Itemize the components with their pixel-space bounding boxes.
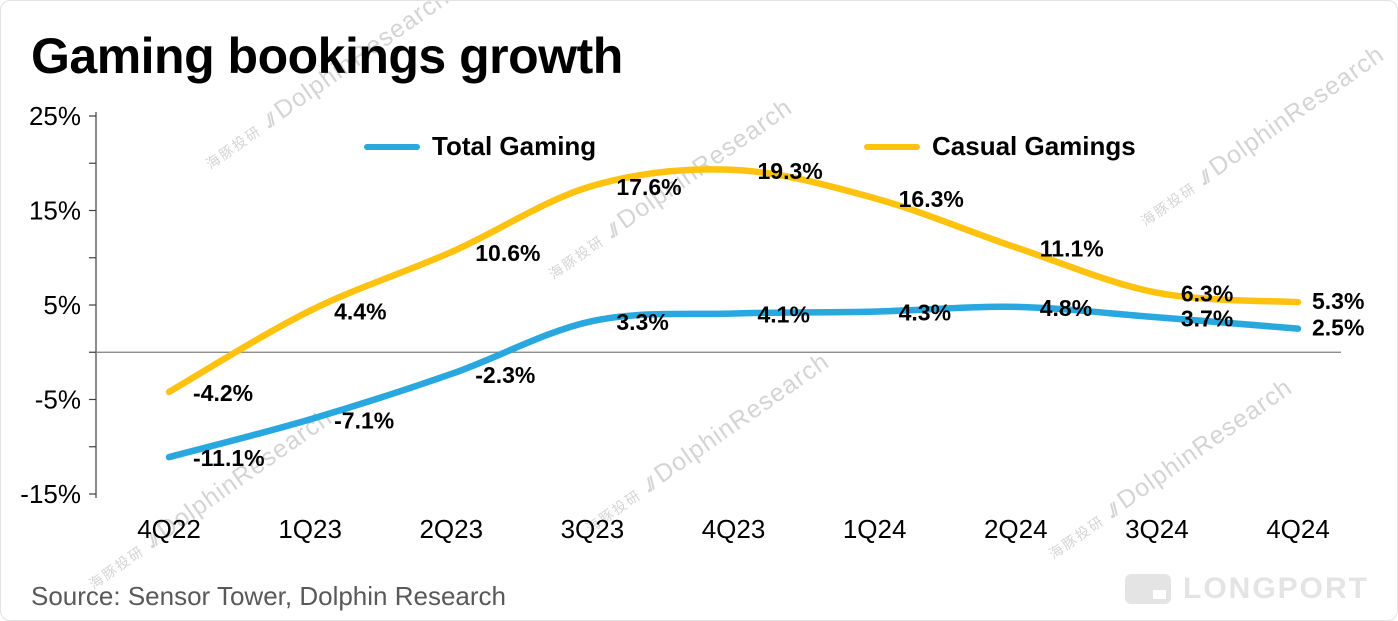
casual-gamings-data-label: 5.3% bbox=[1312, 288, 1364, 314]
y-tick-label: 15% bbox=[29, 196, 81, 226]
x-tick-label: 3Q23 bbox=[561, 514, 625, 544]
total-gaming-data-label: -2.3% bbox=[475, 362, 535, 388]
y-tick-label: 25% bbox=[29, 101, 81, 131]
casual-gamings-data-label: 19.3% bbox=[758, 158, 823, 184]
x-tick-label: 4Q23 bbox=[702, 514, 766, 544]
legend: Total Gaming Casual Gamings bbox=[1, 131, 1397, 165]
total-gaming-line bbox=[165, 303, 1302, 461]
longport-text: LONGPORT bbox=[1183, 572, 1369, 605]
casual-gamings-data-label: 4.4% bbox=[334, 299, 386, 325]
legend-item-total-gaming: Total Gaming bbox=[364, 131, 596, 162]
x-tick-label: 2Q23 bbox=[419, 514, 483, 544]
total-gaming-data-label: 3.7% bbox=[1181, 305, 1233, 331]
chart-title: Gaming bookings growth bbox=[31, 28, 623, 84]
legend-item-casual-gamings: Casual Gamings bbox=[864, 131, 1136, 162]
casual-gamings-data-label: 17.6% bbox=[616, 174, 681, 200]
total-gaming-data-label: -11.1% bbox=[193, 445, 265, 471]
longport-logo: LONGPORT bbox=[1125, 572, 1369, 606]
casual-gamings-data-label: 10.6% bbox=[475, 240, 540, 266]
total-gaming-data-label: 3.3% bbox=[616, 309, 668, 335]
legend-label-casual-gamings: Casual Gamings bbox=[932, 131, 1136, 161]
total-gaming-line-swatch bbox=[364, 143, 420, 150]
total-gaming-data-label: 2.5% bbox=[1312, 315, 1364, 341]
x-tick-label: 1Q24 bbox=[843, 514, 907, 544]
x-tick-label: 4Q24 bbox=[1266, 514, 1330, 544]
y-tick-label: 5% bbox=[43, 290, 81, 320]
x-tick-label: 4Q22 bbox=[137, 514, 201, 544]
y-tick-label: -5% bbox=[35, 385, 81, 415]
casual-gamings-data-label: 6.3% bbox=[1181, 281, 1233, 307]
x-tick-label: 1Q23 bbox=[278, 514, 342, 544]
longport-icon bbox=[1125, 574, 1171, 604]
total-gaming-data-label: 4.3% bbox=[899, 300, 951, 326]
legend-label-total-gaming: Total Gaming bbox=[432, 131, 597, 161]
casual-gamings-line bbox=[165, 166, 1302, 396]
casual-gamings-line-swatch bbox=[864, 143, 920, 150]
total-gaming-data-label: -7.1% bbox=[334, 407, 394, 433]
casual-gamings-data-label: -4.2% bbox=[193, 380, 253, 406]
casual-gamings-data-label: 11.1% bbox=[1040, 235, 1104, 261]
total-gaming-data-label: 4.1% bbox=[758, 302, 810, 328]
total-gaming-data-label: 4.8% bbox=[1040, 295, 1092, 321]
y-tick-label: -15% bbox=[20, 479, 81, 509]
x-tick-label: 3Q24 bbox=[1125, 514, 1189, 544]
casual-gamings-data-label: 16.3% bbox=[899, 186, 964, 212]
source-note: Source: Sensor Tower, Dolphin Research bbox=[31, 581, 506, 611]
x-tick-label: 2Q24 bbox=[984, 514, 1048, 544]
